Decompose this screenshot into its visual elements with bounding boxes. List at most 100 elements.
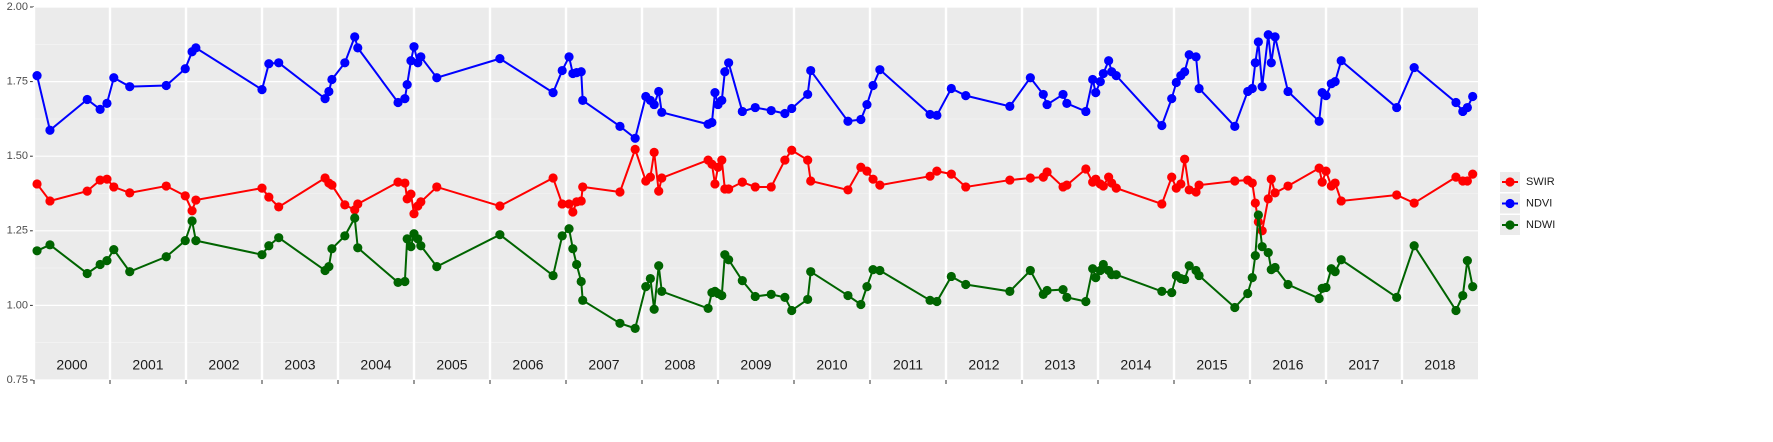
data-point [557,231,567,241]
data-point [1058,89,1068,100]
data-point [82,94,92,105]
data-point [1468,169,1478,179]
data-point [32,179,42,189]
data-point [1321,282,1331,293]
data-point [1091,273,1101,283]
data-point [340,58,350,68]
data-point [649,304,659,314]
data-point [1330,178,1340,188]
y-tick-label: 1.00 [7,299,28,311]
data-point [1458,290,1468,301]
year-label: 2000 [56,357,87,373]
data-point [125,82,135,92]
data-point [750,291,760,302]
data-point [1230,176,1240,186]
data-point [1330,267,1340,277]
data-point [1111,270,1121,280]
legend-label: SWIR [1526,176,1555,188]
data-point [1180,274,1190,285]
data-point [657,286,667,296]
data-point [780,292,790,302]
data-point [615,187,625,197]
series-ndwi [32,210,1478,333]
data-point [1266,174,1276,184]
data-point [125,188,135,198]
data-point [1025,73,1035,83]
data-point [630,323,640,333]
data-point [432,182,442,192]
data-point [961,182,971,192]
y-tick-label: 2.00 [7,1,28,13]
data-point [1392,190,1402,200]
data-point [1266,58,1276,68]
data-point [353,199,363,209]
data-point [724,255,734,265]
data-point [1191,187,1201,197]
data-point [353,243,363,253]
data-point [191,236,201,246]
year-label: 2015 [1196,357,1227,373]
data-point [432,262,442,272]
data-point [264,192,274,202]
data-point [1263,247,1273,258]
data-point [1194,270,1204,281]
data-point [1462,256,1472,266]
data-point [1321,91,1331,101]
year-label: 2008 [664,357,695,373]
data-point [1409,198,1419,208]
data-point [564,52,574,62]
data-point [402,234,412,244]
data-point [657,173,667,183]
data-point [320,94,330,104]
year-label: 2017 [1348,357,1379,373]
data-point [400,94,410,104]
data-point [393,97,403,108]
year-label: 2012 [968,357,999,373]
data-point [102,174,112,184]
data-point [868,80,878,91]
data-point [1062,292,1072,302]
year-label: 2013 [1044,357,1075,373]
data-point [1157,286,1167,296]
data-point [1270,188,1280,198]
data-point [102,256,112,266]
data-point [717,95,727,105]
data-point [1321,166,1331,176]
data-point [400,178,410,188]
data-point [1270,32,1280,42]
year-label: 2005 [436,357,467,373]
data-point [925,171,935,181]
data-point [737,276,747,286]
legend-key-point [1505,177,1515,187]
data-point [1180,154,1190,164]
data-point [95,175,105,185]
data-point [416,241,426,251]
data-point [1462,176,1472,186]
data-point [1005,286,1015,296]
data-point [82,186,92,196]
data-point [1111,183,1121,193]
data-point [1058,284,1068,295]
data-point [274,233,284,243]
data-point [406,242,416,252]
data-point [868,174,878,184]
data-point [1409,62,1419,73]
data-point [409,209,419,219]
data-point [925,295,935,305]
data-point [803,155,813,165]
data-point [400,276,410,287]
data-point [932,166,942,176]
data-point [257,250,267,260]
data-point [862,166,872,176]
data-point [875,65,885,75]
year-label: 2001 [132,357,163,373]
data-point [1042,99,1052,110]
data-point [1180,67,1190,77]
data-point [1257,242,1267,252]
data-point [1283,181,1293,191]
data-point [1409,241,1419,251]
data-point [856,114,866,125]
data-point [862,99,872,110]
data-point [1157,199,1167,209]
